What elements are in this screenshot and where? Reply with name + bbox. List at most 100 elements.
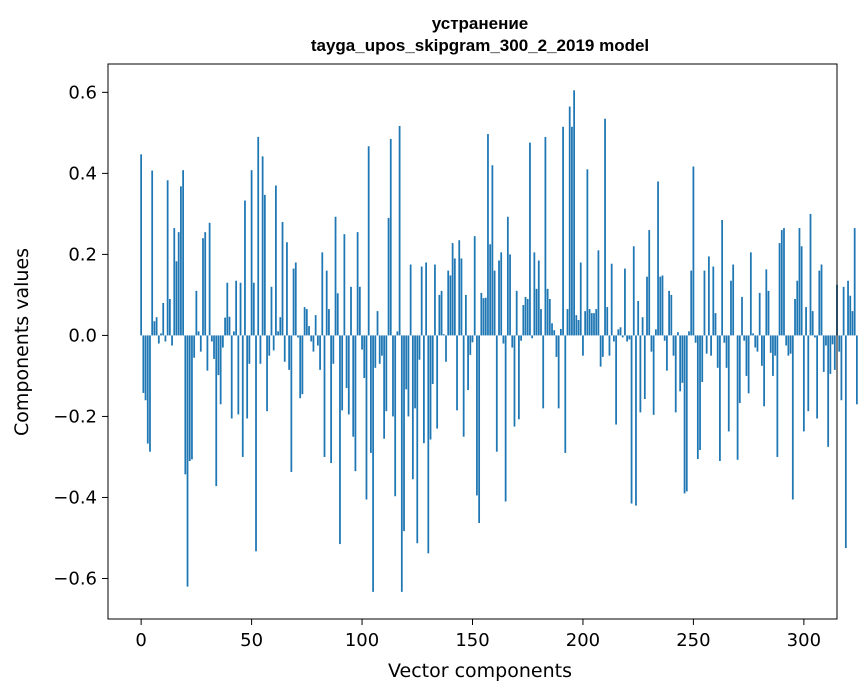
bar bbox=[155, 317, 158, 336]
x-tick-label: 200 bbox=[566, 630, 600, 651]
bar bbox=[328, 309, 330, 336]
bar bbox=[153, 321, 156, 336]
bar bbox=[277, 331, 279, 336]
bar bbox=[213, 335, 215, 359]
bar bbox=[341, 335, 344, 411]
bar bbox=[215, 335, 218, 487]
bar bbox=[822, 335, 825, 372]
bar bbox=[840, 335, 843, 401]
bar bbox=[160, 333, 162, 336]
bar bbox=[334, 216, 337, 336]
bar bbox=[699, 335, 701, 451]
bar bbox=[255, 335, 257, 552]
bar bbox=[573, 90, 575, 336]
bar bbox=[356, 232, 359, 336]
bar bbox=[250, 170, 253, 336]
bar bbox=[694, 335, 697, 343]
bar bbox=[275, 185, 277, 336]
bar bbox=[668, 290, 670, 336]
bar bbox=[679, 335, 682, 392]
bar bbox=[257, 136, 260, 336]
bar bbox=[643, 335, 646, 400]
bar bbox=[168, 298, 171, 336]
bar bbox=[604, 118, 606, 336]
bar bbox=[423, 335, 425, 444]
bar bbox=[513, 335, 516, 427]
bar bbox=[798, 228, 801, 336]
bar bbox=[608, 335, 611, 356]
bar bbox=[374, 335, 377, 368]
bar bbox=[370, 335, 372, 453]
bar bbox=[767, 290, 770, 336]
bar bbox=[164, 335, 167, 342]
bar bbox=[637, 300, 640, 336]
bar bbox=[727, 335, 730, 432]
bar bbox=[336, 293, 339, 336]
bar bbox=[833, 335, 836, 370]
bar bbox=[814, 335, 816, 338]
bar bbox=[403, 335, 405, 532]
bar bbox=[140, 154, 143, 336]
bar bbox=[606, 307, 609, 336]
bar bbox=[809, 213, 812, 336]
x-tick-label: 50 bbox=[240, 630, 263, 651]
bar bbox=[593, 313, 595, 336]
bar bbox=[725, 335, 728, 368]
y-tick-label: 0.4 bbox=[68, 163, 97, 184]
x-tick-label: 300 bbox=[787, 630, 821, 651]
y-tick-label: 0.2 bbox=[68, 244, 97, 265]
bar bbox=[639, 335, 642, 413]
bar bbox=[601, 335, 604, 357]
bar bbox=[208, 222, 211, 336]
bar bbox=[650, 335, 653, 352]
bar bbox=[613, 335, 615, 342]
bar bbox=[562, 126, 564, 336]
bar bbox=[193, 335, 196, 358]
bar bbox=[495, 335, 498, 452]
bar bbox=[582, 335, 584, 356]
bar bbox=[805, 307, 807, 336]
bar bbox=[838, 335, 841, 352]
bar bbox=[568, 106, 571, 336]
bar bbox=[703, 270, 706, 336]
bar bbox=[305, 309, 308, 336]
bar bbox=[321, 252, 324, 336]
bar bbox=[405, 335, 408, 390]
bar bbox=[518, 335, 520, 420]
bar bbox=[144, 335, 147, 401]
bar bbox=[743, 335, 746, 341]
bar bbox=[498, 260, 500, 336]
bar bbox=[595, 309, 598, 336]
bar bbox=[347, 335, 350, 415]
bar bbox=[624, 268, 626, 336]
x-tick-label: 100 bbox=[345, 630, 379, 651]
bar bbox=[301, 335, 304, 395]
bar bbox=[648, 230, 651, 336]
bar bbox=[769, 335, 772, 353]
bar bbox=[487, 134, 489, 336]
bar bbox=[646, 276, 648, 336]
bar bbox=[237, 335, 240, 415]
bar bbox=[480, 292, 483, 336]
bar bbox=[577, 320, 580, 336]
bar bbox=[761, 335, 763, 366]
bar bbox=[615, 335, 617, 425]
bar bbox=[780, 230, 783, 336]
chart-subtitle: tayga_upos_skipgram_300_2_2019 model bbox=[311, 36, 649, 55]
bar bbox=[721, 219, 724, 336]
bar bbox=[210, 335, 213, 342]
bar bbox=[219, 335, 222, 405]
bar bbox=[856, 335, 858, 405]
bar bbox=[542, 335, 545, 409]
bar bbox=[765, 269, 768, 336]
bar bbox=[171, 335, 173, 346]
bar bbox=[184, 335, 187, 475]
bar bbox=[672, 335, 675, 356]
bar bbox=[376, 311, 379, 336]
bar bbox=[372, 335, 374, 592]
bar bbox=[339, 335, 341, 545]
bar bbox=[789, 335, 792, 354]
bar bbox=[440, 290, 443, 336]
bar bbox=[564, 335, 567, 453]
bar bbox=[451, 243, 454, 336]
